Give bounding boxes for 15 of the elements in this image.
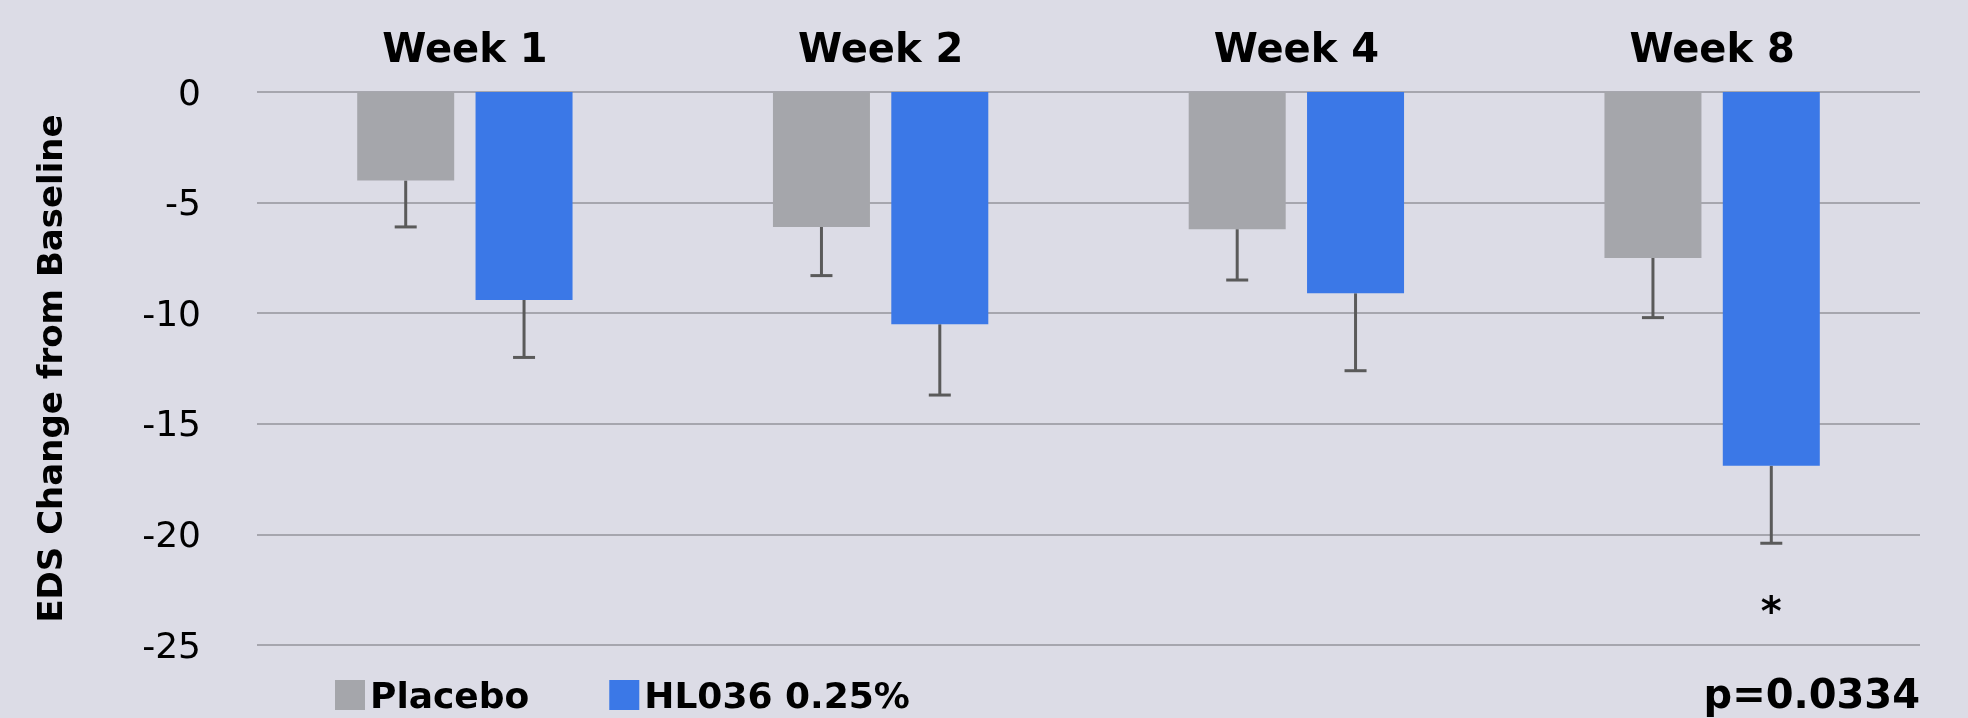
y-axis-title: EDS Change from Baseline xyxy=(30,114,70,623)
x-tick-label: Week 8 xyxy=(1629,25,1795,71)
y-tick-label: -15 xyxy=(142,403,201,445)
y-tick-label: -25 xyxy=(142,624,201,666)
y-tick-label: -10 xyxy=(142,292,201,334)
text: p=0.0334 xyxy=(1703,671,1921,717)
y-tick-label: 0 xyxy=(178,71,201,113)
y-tick-label: -20 xyxy=(142,513,201,555)
x-tick-label: Week 4 xyxy=(1213,25,1380,71)
x-tick-label: Week 2 xyxy=(797,25,964,71)
x-tick-label: Week 1 xyxy=(382,25,548,71)
legend-label: Placebo xyxy=(370,674,530,716)
annotation: * xyxy=(1760,588,1782,634)
y-tick-label: -5 xyxy=(165,182,201,224)
legend-label: HL036 0.25% xyxy=(644,674,910,716)
